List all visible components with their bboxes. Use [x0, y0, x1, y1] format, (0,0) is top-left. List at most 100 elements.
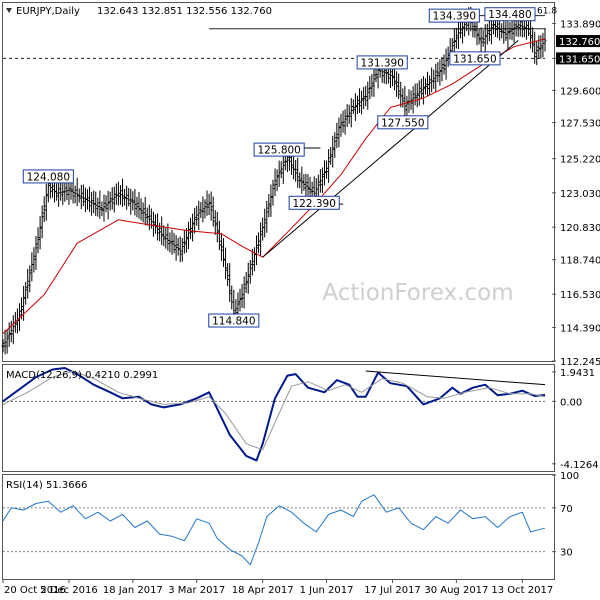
last-price-flag-label: 132.760 — [559, 37, 600, 48]
y-tick-label-price: 120.830 — [560, 223, 600, 234]
ohlc-bar-215 — [444, 48, 448, 80]
ohlc-bar-201 — [415, 83, 419, 108]
ohlc-bar-155 — [320, 167, 324, 193]
annotation-label: 131.650 — [453, 53, 496, 65]
ohlc-bar-234 — [483, 24, 487, 54]
y-tick-label-price: 123.030 — [560, 189, 600, 200]
ohlc-bar-205 — [423, 78, 427, 95]
ohlc-bar-236 — [487, 19, 491, 42]
annotation-label: 122.390 — [292, 198, 335, 210]
ohlc-bar-260 — [537, 35, 541, 59]
ohlc-readout: 132.643 132.851 132.556 132.760 — [97, 6, 272, 17]
ohlc-bar-87 — [180, 238, 184, 262]
y-tick-label-price: 118.740 — [560, 256, 600, 267]
ohlc-bar-240 — [496, 18, 500, 38]
series-line-macd-1 — [2, 370, 546, 451]
ohlc-bar-133 — [275, 169, 279, 192]
y-tick-label-macd: -4.1264 — [560, 460, 599, 471]
ohlc-bar-8 — [17, 303, 21, 332]
ohlc-bar-54 — [112, 186, 116, 213]
trendline-macd-0 — [365, 370, 546, 386]
ohlc-bar-94 — [195, 205, 199, 226]
ohlc-bar-20 — [42, 196, 46, 223]
ohlc-bar-38 — [79, 184, 83, 210]
ohlc-bar-220 — [454, 27, 458, 49]
ohlc-bar-157 — [325, 160, 329, 179]
ohlc-bar-50 — [104, 195, 108, 213]
annotation-label: 127.550 — [381, 117, 424, 129]
price-panel-title: EURJPY,Daily 132.643 132.851 132.556 132… — [6, 6, 272, 17]
ohlc-bar-160 — [331, 135, 335, 168]
price-panel-frame — [2, 2, 555, 362]
last-price-flag: 132.760 — [556, 35, 600, 48]
annotation-box — [22, 169, 74, 184]
ohlc-bar-127 — [263, 208, 267, 238]
ohlc-bar-237 — [489, 16, 493, 45]
ohlc-bar-258 — [533, 31, 537, 64]
ohlc-bar-59 — [123, 189, 127, 206]
price-annotation-1: 114.840 — [208, 313, 260, 328]
ohlc-bar-134 — [277, 160, 281, 187]
watermark: ActionForex.com — [322, 280, 513, 306]
ohlc-bar-178 — [368, 76, 372, 100]
x-tick-label: 5 Dec 2016 — [40, 585, 98, 596]
ohlc-bar-66 — [137, 192, 141, 219]
annotation-label: 134.390 — [433, 11, 476, 23]
ohlc-bar-88 — [182, 229, 186, 254]
ohlc-bar-16 — [34, 236, 38, 270]
ohlc-bar-262 — [541, 32, 545, 58]
y-tick-label-price: 127.530 — [560, 119, 600, 130]
ohlc-bar-21 — [44, 183, 48, 221]
ohlc-bar-116 — [240, 284, 244, 308]
x-tick-label: 3 Mar 2017 — [168, 585, 225, 596]
ohlc-bar-61 — [127, 188, 131, 207]
ohlc-bar-67 — [139, 198, 143, 221]
ohlc-bar-86 — [178, 236, 182, 263]
ohlc-bar-83 — [172, 232, 176, 254]
ohlc-bar-128 — [265, 200, 269, 233]
ohlc-bar-82 — [170, 229, 174, 255]
ohlc-bar-101 — [209, 191, 213, 221]
collapse-triangle-icon — [6, 8, 12, 13]
ohlc-bar-41 — [85, 189, 89, 210]
ohlc-bar-93 — [193, 207, 197, 234]
ohlc-bar-12 — [26, 268, 30, 299]
ohlc-bar-130 — [269, 184, 273, 217]
ohlc-bar-248 — [512, 17, 516, 43]
ohlc-bar-179 — [370, 74, 374, 97]
y-tick-label-price: 129.600 — [560, 86, 600, 97]
ohlc-bar-63 — [131, 191, 135, 211]
ohlc-bar-199 — [411, 86, 415, 114]
ohlc-bar-135 — [279, 161, 283, 179]
ohlc-bar-47 — [98, 190, 102, 219]
ohlc-bar-191 — [395, 71, 399, 97]
price-annotation-2: 125.800 — [253, 142, 305, 157]
ohlc-bar-121 — [250, 248, 254, 276]
ohlc-bar-102 — [211, 196, 215, 227]
ohlc-bar-259 — [535, 41, 539, 66]
ohlc-bar-44 — [92, 190, 96, 214]
ohlc-bar-125 — [259, 222, 263, 256]
fib-label: 61.8 — [537, 7, 557, 17]
annotation-label: 131.390 — [360, 57, 403, 69]
ohlc-bar-156 — [322, 160, 326, 186]
ohlc-bar-24 — [50, 182, 54, 198]
ohlc-bar-53 — [110, 187, 114, 210]
annotation-box — [253, 142, 305, 157]
annotation-label: 125.800 — [257, 145, 300, 157]
macd-panel-frame — [2, 364, 555, 472]
x-tick-label: 13 Oct 2017 — [491, 585, 553, 596]
price-annotation-4: 131.390 — [356, 55, 408, 70]
ohlc-bar-212 — [438, 59, 442, 86]
ohlc-bar-107 — [222, 238, 226, 267]
ohlc-bar-242 — [500, 23, 504, 39]
ohlc-bar-219 — [452, 28, 456, 54]
ohlc-bar-90 — [186, 221, 190, 250]
trendline-price-0 — [262, 40, 519, 258]
annotation-label: 134.480 — [488, 9, 531, 21]
annotation-box — [208, 313, 260, 328]
ohlc-bar-45 — [94, 191, 98, 217]
price-annotation-7: 134.390 — [428, 8, 480, 23]
ohlc-bar-117 — [242, 276, 246, 309]
